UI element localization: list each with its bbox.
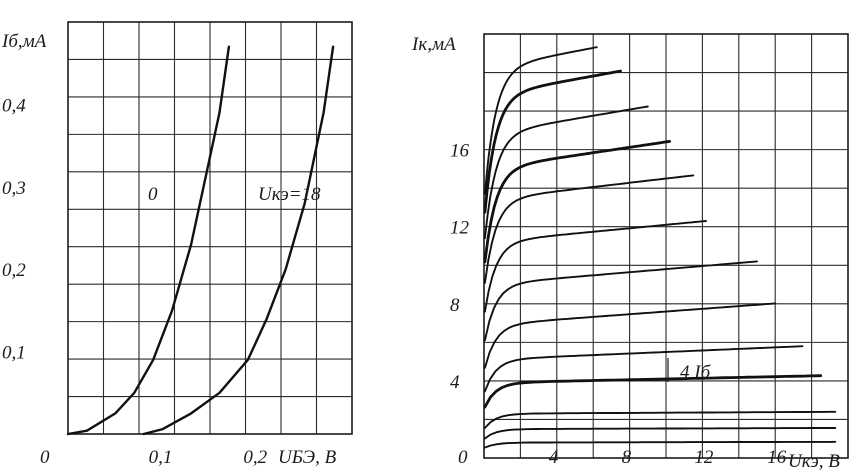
right-x-tick-label: 12 (694, 447, 714, 468)
output-curve-9 (483, 374, 823, 409)
right-tick-labels: 4 8 12 16 4 8 12 16 (450, 141, 787, 468)
left-origin-label: 0 (40, 447, 50, 468)
left-x-tick-label: 0,2 (243, 447, 267, 468)
right-x-tick-label: 8 (622, 447, 632, 468)
right-y-tick-label: 16 (450, 141, 470, 162)
output-curve-0 (483, 46, 598, 195)
left-plot-frame (67, 21, 353, 435)
right-x-tick-label: 16 (767, 447, 787, 468)
output-curve-7 (483, 302, 777, 369)
left-curve-1 (142, 45, 335, 436)
right-grid (484, 34, 848, 458)
right-y-axis-label: Iк,мА (411, 34, 456, 55)
left-y-tick-label: 0,4 (2, 95, 26, 116)
input-characteristics-chart: 0,1 0,2 0,3 0,4 0,1 0,2 Iб,мА UБЭ, В 0 0 Uкэ=… (1, 21, 353, 468)
right-x-tick-label: 4 (549, 447, 559, 468)
left-y-axis-label: Iб,мА (1, 31, 47, 52)
output-curve-8 (483, 345, 804, 393)
output-curve-5 (483, 220, 707, 313)
output-characteristics-chart: 4 8 12 16 4 8 12 16 Iк,мА Uкэ, В 0 4 Iб (411, 33, 849, 472)
right-y-tick-label: 4 (450, 372, 460, 393)
left-curves (66, 45, 335, 436)
left-curve-label-18: Uкэ=18 (258, 184, 321, 205)
output-curve-12 (483, 440, 837, 449)
left-x-axis-label: UБЭ, В (278, 447, 337, 468)
left-tick-labels: 0,1 0,2 0,3 0,4 0,1 0,2 (2, 95, 268, 468)
output-curve-10 (483, 410, 837, 429)
output-curve-1 (483, 69, 622, 214)
output-curve-3 (483, 140, 671, 264)
right-y-tick-label: 8 (450, 295, 460, 316)
left-y-tick-label: 0,2 (2, 260, 26, 281)
right-origin-label: 0 (458, 447, 468, 468)
left-x-tick-label: 0,1 (149, 447, 173, 468)
right-plot-frame (483, 33, 849, 459)
right-x-axis-label: Uкэ, В (788, 451, 840, 472)
left-y-tick-label: 0,1 (2, 343, 26, 364)
left-curve-0 (66, 45, 231, 436)
output-curve-2 (483, 105, 649, 240)
left-curve-label-0: 0 (148, 184, 158, 205)
right-y-tick-label: 12 (450, 218, 470, 239)
left-grid (68, 22, 352, 434)
left-y-tick-label: 0,3 (2, 178, 26, 199)
output-curve-4 (483, 174, 695, 284)
output-curve-6 (483, 260, 758, 342)
output-curve-11 (483, 427, 837, 440)
step-annotation: 4 Iб (680, 362, 712, 383)
right-curves (483, 46, 837, 449)
